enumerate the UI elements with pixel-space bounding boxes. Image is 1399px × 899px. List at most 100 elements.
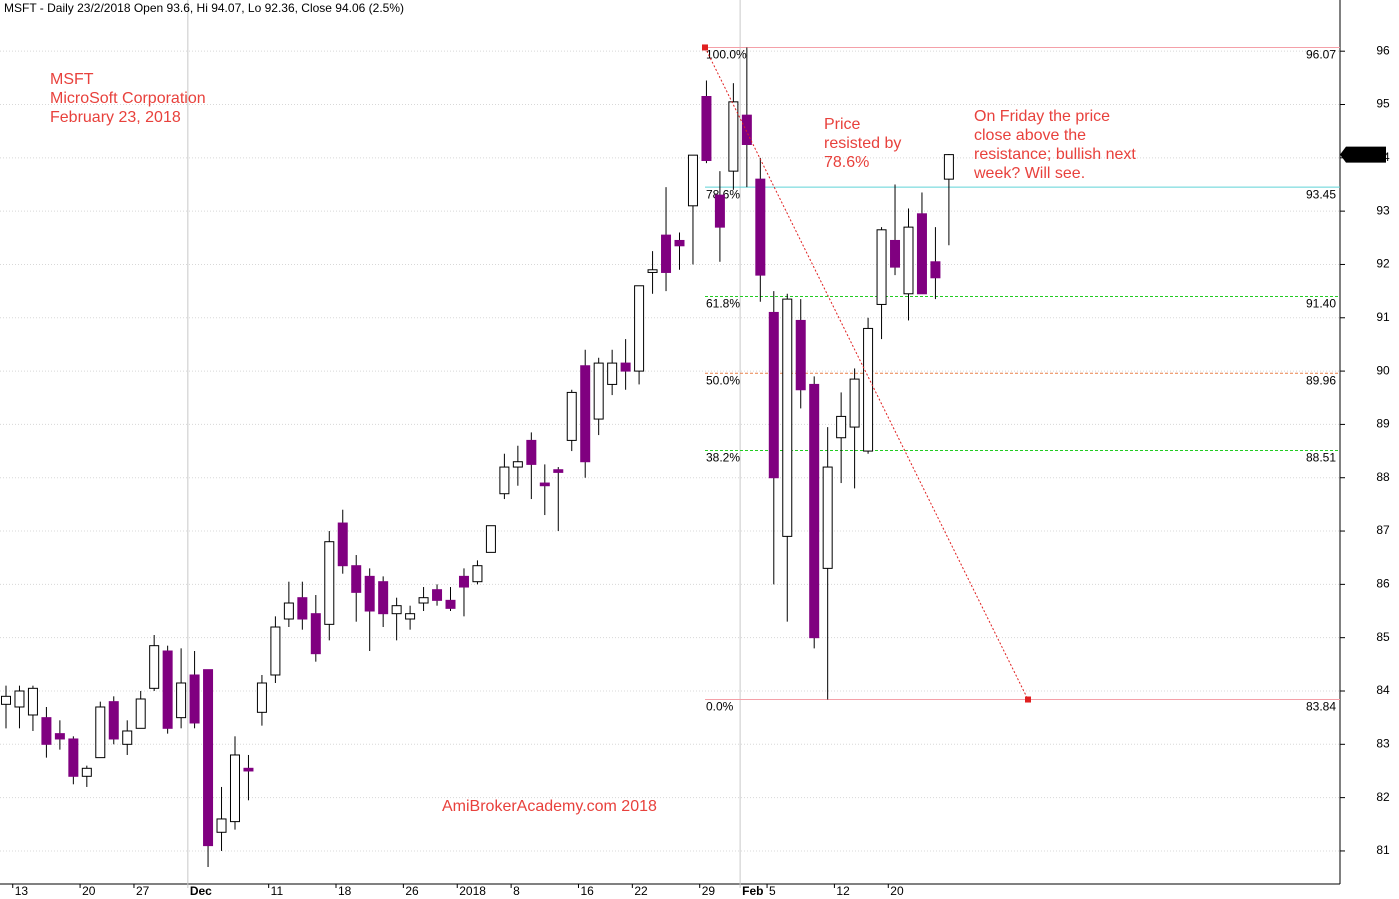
- y-tick-label: 92: [1376, 257, 1390, 271]
- candle-body: [162, 650, 173, 729]
- candle-body: [458, 575, 469, 588]
- candle-body: [620, 362, 631, 372]
- candle-body: [607, 362, 618, 385]
- fib-label: 38.2%: [706, 451, 740, 465]
- fib-label: 78.6%: [706, 187, 740, 201]
- candle-body: [687, 154, 698, 207]
- candle-body: [189, 674, 200, 724]
- fib-value: 89.96: [1306, 373, 1336, 387]
- chart-title: MSFT - Daily 23/2/2018 Open 93.6, Hi 94.…: [4, 1, 404, 15]
- candle-body: [270, 626, 281, 676]
- candle-body: [229, 754, 240, 823]
- y-tick-label: 88: [1376, 470, 1390, 484]
- candle-body: [755, 178, 766, 276]
- annotation: resisted by: [824, 135, 901, 152]
- candle-body: [836, 415, 847, 439]
- candle-body: [728, 101, 739, 172]
- annotation: resistance; bullish next: [974, 146, 1136, 163]
- candle-body: [1, 695, 11, 705]
- y-tick-label: 93: [1376, 203, 1390, 217]
- candle-body: [378, 581, 389, 615]
- candle-body: [634, 285, 645, 372]
- candle-body: [930, 261, 941, 279]
- price-tag-label: 94.06: [1350, 147, 1380, 161]
- candle-body: [472, 565, 483, 583]
- candle-body: [593, 362, 604, 420]
- y-tick-label: 95: [1376, 97, 1390, 111]
- candle-body: [566, 391, 577, 441]
- fib-value: 96.07: [1306, 48, 1336, 62]
- candle-body: [418, 597, 429, 604]
- watermark: AmiBrokerAcademy.com 2018: [442, 798, 657, 815]
- candle-body: [27, 687, 38, 716]
- candle-body: [95, 706, 106, 759]
- x-tick-label: 18: [338, 884, 352, 898]
- y-tick-label: 96: [1376, 43, 1390, 57]
- candle-body: [795, 319, 806, 391]
- x-tick-label: 16: [580, 884, 594, 898]
- annotation: Price: [824, 116, 861, 133]
- annotation: On Friday the price: [974, 108, 1110, 125]
- y-tick-label: 87: [1376, 523, 1390, 537]
- annotation: week? Will see.: [973, 165, 1085, 182]
- x-tick-label: Feb: [742, 884, 763, 898]
- candle-body: [499, 466, 510, 495]
- candle-body: [768, 311, 779, 479]
- candle-body: [135, 698, 146, 729]
- y-tick-label: 86: [1376, 577, 1390, 591]
- fib-label: 0.0%: [706, 700, 734, 714]
- annotation: 78.6%: [824, 154, 869, 171]
- x-tick-label: 20: [890, 884, 904, 898]
- candle-body: [539, 482, 550, 487]
- candle-body: [108, 701, 119, 740]
- x-tick-label: Dec: [190, 884, 212, 898]
- fib-value: 93.45: [1306, 187, 1336, 201]
- candle-body: [203, 669, 214, 847]
- trend-point: [702, 44, 708, 51]
- candle-body: [809, 383, 820, 639]
- y-tick-label: 91: [1376, 310, 1390, 324]
- x-tick-label: 2018: [459, 884, 486, 898]
- candle-body: [485, 525, 496, 553]
- candle-body: [337, 522, 348, 567]
- candle-body: [405, 613, 416, 620]
- candle-body: [903, 226, 914, 295]
- y-tick-label: 90: [1376, 363, 1390, 377]
- candle-body: [243, 767, 254, 772]
- fib-value: 88.51: [1306, 451, 1336, 465]
- candle-body: [81, 767, 92, 777]
- candle-body: [849, 378, 860, 428]
- candle-body: [741, 114, 752, 145]
- candle-body: [512, 461, 523, 468]
- x-tick-label: 27: [136, 884, 150, 898]
- candle-body: [149, 645, 160, 689]
- x-tick-label: 20: [82, 884, 96, 898]
- candle-body: [41, 717, 52, 745]
- candle-body: [68, 738, 79, 777]
- candle-body: [916, 213, 927, 295]
- candle-body: [256, 682, 267, 713]
- candle-body: [876, 229, 887, 305]
- trend-line: [704, 47, 1029, 700]
- y-tick-label: 81: [1376, 843, 1390, 857]
- annotation: MSFT: [50, 71, 94, 88]
- fib-value: 91.40: [1306, 297, 1336, 311]
- x-tick-label: 29: [702, 884, 716, 898]
- candle-body: [283, 602, 294, 620]
- candle-body: [822, 466, 833, 569]
- x-tick-label: 13: [15, 884, 29, 898]
- price-tag: [1340, 146, 1386, 163]
- annotation: February 23, 2018: [50, 109, 181, 126]
- candle-body: [890, 239, 901, 268]
- candle-body: [526, 439, 537, 465]
- x-tick-label: 26: [405, 884, 419, 898]
- y-tick-label: 89: [1376, 417, 1390, 431]
- y-tick-label: 84: [1376, 683, 1390, 697]
- candle-body: [580, 365, 591, 463]
- candle-body: [324, 541, 335, 625]
- fib-label: 50.0%: [706, 373, 740, 387]
- candle-body: [122, 730, 133, 745]
- candle-body: [297, 597, 308, 620]
